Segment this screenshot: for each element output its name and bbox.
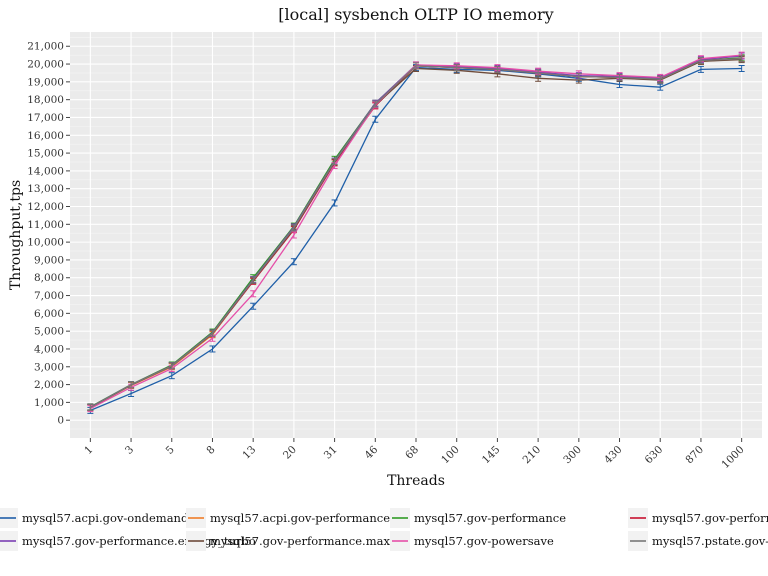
data-point <box>250 302 257 310</box>
y-tick-label: 18,000 <box>27 94 64 106</box>
data-point <box>372 115 379 123</box>
y-tick-label: 12,000 <box>27 201 64 213</box>
legend-label: mysql57.pstate.gov-performance <box>652 534 768 548</box>
y-tick-label: 20,000 <box>27 59 64 71</box>
data-point <box>494 65 501 73</box>
data-point <box>697 56 704 64</box>
data-point <box>290 258 297 266</box>
x-axis: 1 3 5 8 13 20 31 46 68 100 145 210 300 430 630 870 1000 <box>82 438 747 471</box>
y-tick-label: 19,000 <box>27 76 64 88</box>
data-point <box>657 83 664 91</box>
data-point <box>657 75 664 83</box>
grid-major <box>70 32 762 438</box>
data-point <box>290 224 297 232</box>
data-point <box>209 329 216 337</box>
legend-label: mysql57.acpi.gov-performance <box>210 511 390 525</box>
y-tick-label: 16,000 <box>27 130 64 142</box>
data-point <box>331 158 338 166</box>
y-tick-label: 0 <box>57 415 64 427</box>
legend-item: mysql57.acpi.gov-performance <box>186 508 390 528</box>
y-tick-label: 7,000 <box>34 290 64 302</box>
x-tick-label: 630 <box>643 444 666 467</box>
x-tick-label: 210 <box>521 444 544 467</box>
data-point <box>738 65 745 73</box>
data-point <box>331 199 338 207</box>
y-tick-label: 5,000 <box>34 326 64 338</box>
data-point <box>290 231 297 239</box>
data-point <box>453 64 460 72</box>
x-tick-label: 5 <box>164 444 177 457</box>
x-tick-label: 430 <box>602 444 625 467</box>
x-tick-label: 145 <box>480 444 503 467</box>
legend: mysql57.acpi.gov-ondemand mysql57.acpi.go… <box>0 508 768 551</box>
data-point <box>616 73 623 81</box>
y-tick-label: 13,000 <box>27 183 64 195</box>
x-tick-label: 100 <box>439 444 462 467</box>
x-tick-label: 68 <box>403 444 421 462</box>
y-tick-label: 6,000 <box>34 308 64 320</box>
y-tick-label: 1,000 <box>34 397 64 409</box>
x-tick-label: 3 <box>123 444 136 457</box>
legend-item: mysql57.gov-performance.max <box>186 531 390 551</box>
y-tick-label: 11,000 <box>27 219 64 231</box>
x-tick-label: 8 <box>204 444 217 457</box>
chart-title: [local] sysbench OLTP IO memory <box>278 5 553 24</box>
data-point <box>575 73 582 81</box>
data-point <box>209 345 216 353</box>
x-tick-label: 870 <box>683 444 706 467</box>
y-tick-label: 10,000 <box>27 237 64 249</box>
x-tick-label: 20 <box>281 444 299 462</box>
data-point <box>250 276 257 284</box>
data-point <box>250 290 257 298</box>
data-point <box>535 69 542 77</box>
data-point <box>372 100 379 108</box>
y-axis-title: Throughput,tps <box>8 180 24 290</box>
legend-item: mysql57.acpi.gov-ondemand <box>0 508 189 528</box>
y-tick-label: 2,000 <box>34 379 64 391</box>
x-axis-title: Threads <box>387 473 445 489</box>
legend-label: mysql57.acpi.gov-ondemand <box>22 511 189 525</box>
x-tick-label: 1000 <box>719 444 746 471</box>
y-tick-label: 21,000 <box>27 41 64 53</box>
legend-label: mysql57.gov-performance.C1max <box>652 511 768 525</box>
series-layer <box>87 51 745 414</box>
data-point <box>168 362 175 370</box>
data-point <box>697 65 704 73</box>
data-point <box>128 381 135 389</box>
y-tick-label: 15,000 <box>27 148 64 160</box>
legend-item: mysql57.gov-performance <box>390 508 566 528</box>
legend-label: mysql57.gov-performance <box>414 511 566 525</box>
x-tick-label: 46 <box>362 443 380 461</box>
y-tick-label: 4,000 <box>34 343 64 355</box>
y-tick-label: 17,000 <box>27 112 64 124</box>
legend-item: mysql57.pstate.gov-performance <box>628 531 768 551</box>
legend-label: mysql57.gov-powersave <box>414 534 554 548</box>
y-tick-label: 3,000 <box>34 361 64 373</box>
series-7 <box>87 55 745 411</box>
data-point <box>738 55 745 63</box>
legend-item: mysql57.gov-performance.C1max <box>628 508 768 528</box>
data-point <box>168 372 175 380</box>
x-tick-label: 300 <box>561 444 584 467</box>
legend-item: mysql57.gov-powersave <box>390 531 554 551</box>
x-tick-label: 31 <box>322 444 340 462</box>
x-tick-label: 1 <box>82 444 95 457</box>
y-tick-label: 14,000 <box>27 165 64 177</box>
x-tick-label: 13 <box>240 444 258 462</box>
data-point <box>413 62 419 70</box>
y-tick-label: 9,000 <box>34 254 64 266</box>
legend-label: mysql57.gov-performance.max <box>210 534 390 548</box>
y-axis: 0 1,000 2,000 3,000 4,000 5,000 6,000 7,000 8,00… <box>27 41 70 427</box>
y-tick-label: 8,000 <box>34 272 64 284</box>
data-point <box>87 403 94 411</box>
